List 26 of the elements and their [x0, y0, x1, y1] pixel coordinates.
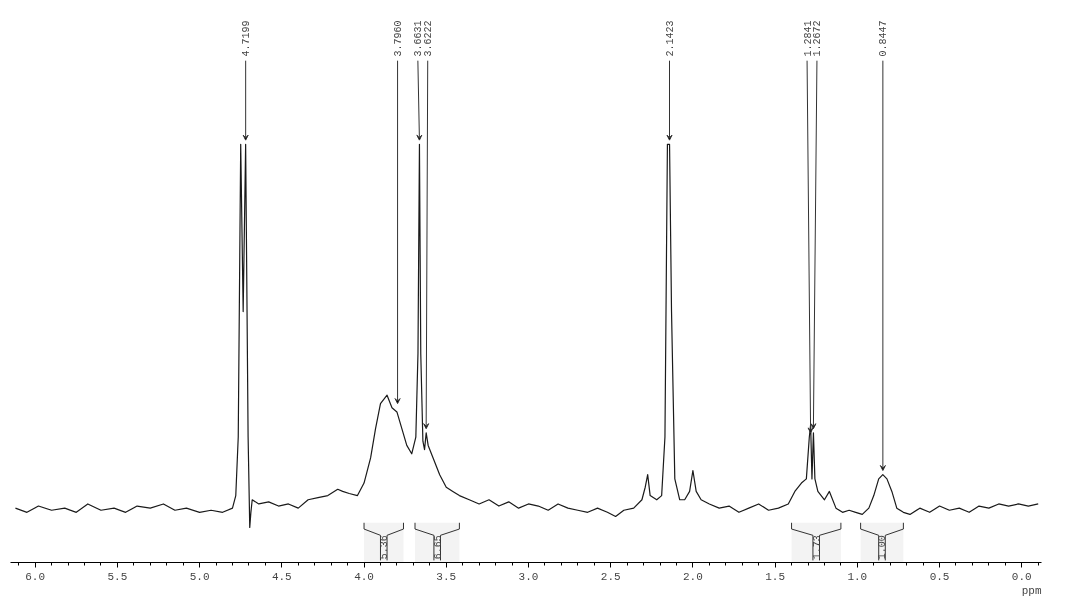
x-tick-label: 4.5	[271, 570, 292, 583]
band-label: 5.36	[379, 535, 391, 560]
annotation: 2.1423	[665, 20, 676, 57]
x-tick-label: 4.0	[354, 570, 374, 583]
x-tick-label: 5.5	[107, 570, 128, 583]
annotation: 1.2672	[812, 20, 824, 57]
x-tick-label: 0.5	[929, 570, 950, 583]
annotation: 3.6222	[423, 20, 435, 57]
annotation: 4.7199	[241, 20, 253, 57]
x-tick-label: 1.0	[847, 570, 868, 583]
x-tick-label: 3.5	[436, 570, 457, 583]
x-tick-label: 0.0	[1011, 570, 1032, 583]
annotation: 3.6631	[413, 20, 425, 57]
annotation: 3.7960	[393, 20, 405, 57]
band-label: 1.73	[811, 535, 823, 560]
x-tick-label: 3.0	[518, 570, 539, 583]
band-label: 6.65	[432, 535, 444, 560]
annotation: 1.2841	[802, 20, 814, 57]
x-tick-label: 2.5	[600, 570, 621, 583]
band-label: 1.00	[877, 535, 889, 560]
annotation: 0.8447	[878, 20, 890, 57]
x-tick-label: 6.0	[25, 570, 46, 583]
x-tick-label: 2.0	[683, 570, 703, 583]
x-tick-label: 1.5	[765, 570, 786, 583]
x-tick-label: 5.0	[189, 570, 210, 583]
x-axis-title: ppm	[1021, 584, 1042, 597]
